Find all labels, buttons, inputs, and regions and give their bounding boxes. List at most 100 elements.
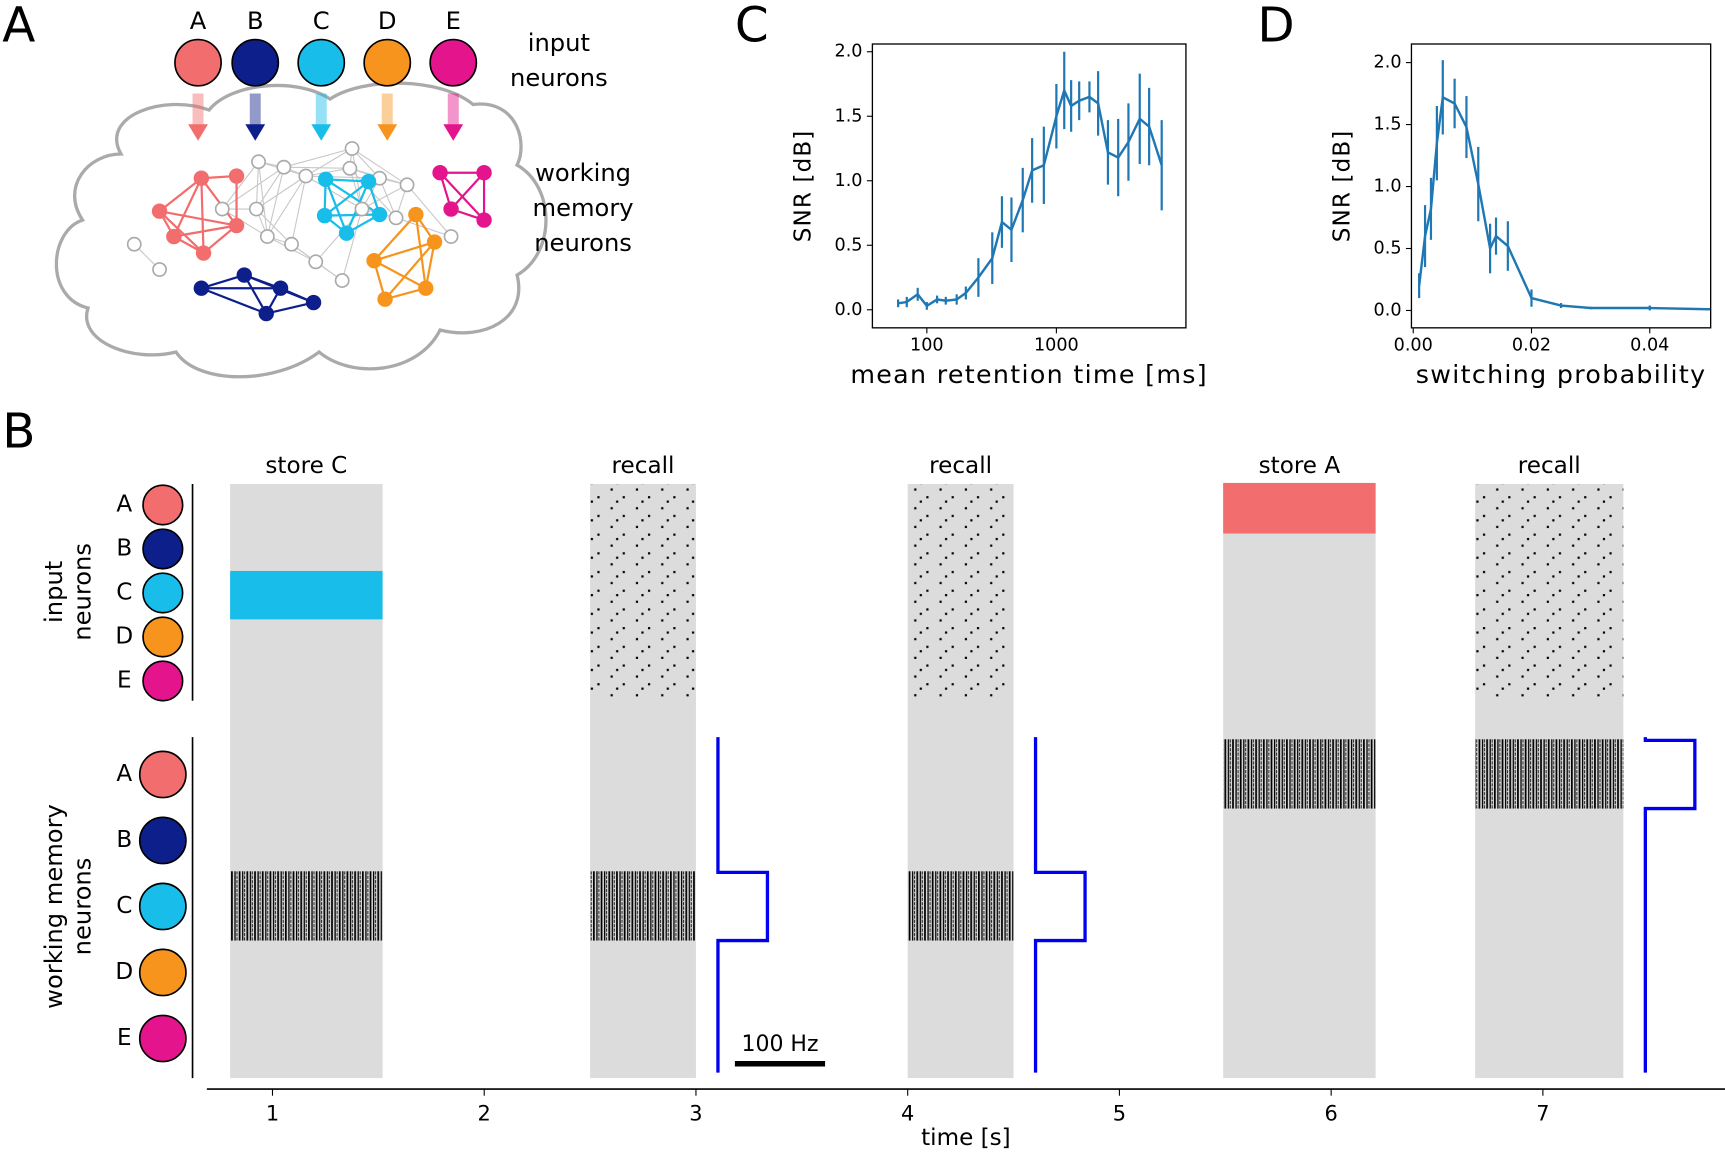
plot-frame [1410, 43, 1712, 329]
plot-frame [871, 43, 1187, 329]
y-tick-label: 2.0 [835, 42, 863, 62]
y-tick-label: 1.0 [1374, 177, 1402, 197]
edge [200, 287, 267, 315]
edge [351, 148, 408, 186]
row-neuron [142, 528, 184, 570]
x-tick-label: 1000 [1034, 335, 1079, 355]
x-tick-label: 2 [478, 1101, 491, 1125]
edge [172, 177, 203, 237]
input-spikes [907, 484, 1014, 701]
row-label: A [116, 761, 132, 787]
node [476, 212, 492, 228]
x-tick-label: 3 [689, 1101, 702, 1125]
edge [256, 175, 307, 210]
edge [450, 171, 485, 210]
row-neuron [142, 616, 184, 658]
edge [283, 166, 350, 169]
edge [341, 208, 363, 281]
series-line [1417, 95, 1709, 311]
input-neuron [297, 38, 346, 87]
arrow-shaft [315, 93, 327, 127]
network [126, 141, 492, 322]
row-neuron [142, 572, 184, 614]
x-tick-label: 6 [1325, 1101, 1338, 1125]
row-neuron [138, 816, 187, 865]
row-label: C [116, 893, 132, 919]
input-caption: neurons [510, 64, 608, 92]
row-neuron [142, 484, 184, 526]
x-axis-label: switching probability [1416, 360, 1707, 389]
axis-label: neurons [69, 858, 97, 956]
y-tick-label: 0.0 [835, 300, 863, 320]
row-label: B [116, 535, 132, 561]
node [399, 177, 415, 193]
input-neuron [231, 38, 280, 87]
input-label: E [446, 7, 461, 35]
edge [200, 177, 238, 227]
node [151, 203, 168, 219]
panel-label: B [2, 404, 35, 460]
node [236, 267, 252, 283]
y-tick-label: 0.5 [1374, 239, 1402, 259]
edge [325, 178, 381, 216]
row-neuron [138, 948, 187, 997]
memory-spikes [1223, 739, 1376, 809]
input-stimulus [1223, 482, 1376, 534]
axis-label: neurons [69, 543, 97, 641]
arrow-shaft [447, 93, 459, 127]
row-neuron [138, 750, 187, 799]
node [476, 165, 492, 181]
input-neuron [174, 38, 222, 87]
edge [283, 147, 353, 168]
node [193, 280, 210, 296]
edge [384, 241, 436, 300]
cloud [54, 81, 548, 379]
row-neuron [138, 882, 187, 931]
x-tick-label: 0.00 [1394, 335, 1433, 355]
edge [424, 241, 436, 289]
node [443, 229, 459, 244]
panel-label: D [1257, 0, 1294, 54]
node [344, 141, 360, 156]
node [166, 228, 182, 245]
edge [373, 240, 435, 262]
panel-label: A [2, 0, 35, 54]
memory-spikes [230, 871, 383, 941]
scale-bar-label: 100 Hz [741, 1032, 818, 1057]
row-label: A [116, 491, 132, 517]
input-neuron [429, 38, 478, 87]
x-axis-label: mean retention time [ms] [850, 360, 1208, 389]
arrow-head [311, 124, 332, 141]
axis-label: working memory [40, 804, 68, 1009]
edge [324, 213, 380, 217]
node [371, 206, 388, 223]
node [251, 154, 266, 170]
node [248, 201, 264, 217]
input-stimulus [230, 570, 383, 620]
y-axis-label: SNR [dB] [791, 130, 817, 243]
edge [373, 213, 417, 262]
arrow-head [443, 124, 464, 141]
row-label: E [117, 667, 132, 693]
input-label: B [247, 7, 264, 35]
row-label: E [117, 1025, 132, 1051]
window-label: recall [929, 453, 992, 479]
rate-trace [716, 737, 770, 1073]
node [298, 168, 314, 184]
node [342, 160, 358, 176]
node [418, 280, 434, 296]
node [334, 273, 350, 288]
edge [255, 166, 285, 210]
edge [361, 184, 408, 210]
axis-label: input [40, 561, 68, 623]
node [259, 229, 275, 244]
node [426, 234, 443, 250]
memory-spikes [590, 871, 696, 941]
arrow-shaft [381, 93, 393, 127]
edge [159, 210, 237, 227]
y-tick-label: 0.5 [835, 235, 863, 255]
memory-caption: memory [533, 194, 634, 222]
y-tick-label: 1.5 [1374, 115, 1402, 135]
node [195, 245, 212, 261]
memory-spikes [1475, 739, 1624, 809]
